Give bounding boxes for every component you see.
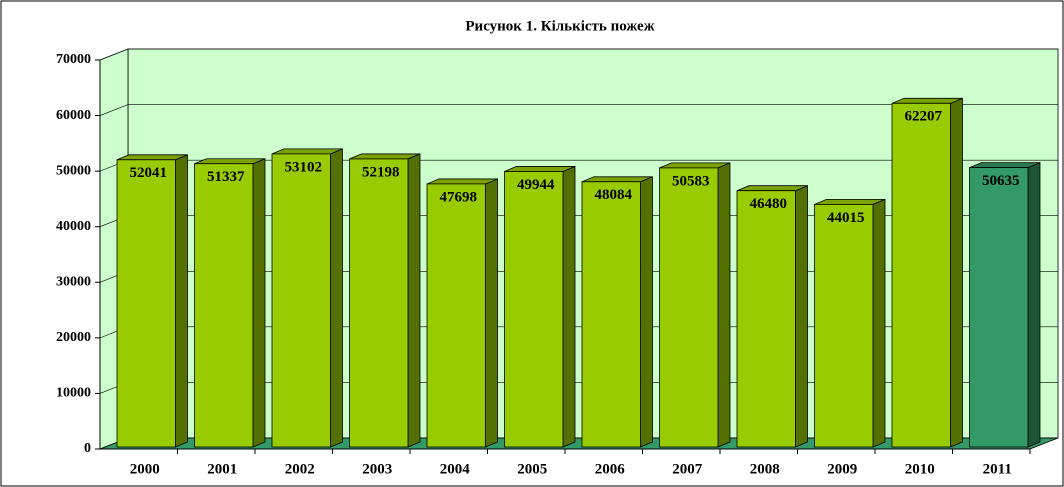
bar-side [330,148,343,448]
value-label: 62207 [905,109,943,125]
bar [581,181,641,448]
value-label: 50635 [982,173,1020,189]
bar-side [795,185,808,448]
bar-top [271,148,343,155]
x-tick-label: 2003 [362,461,392,477]
bar [736,190,796,448]
bar-top [969,162,1041,169]
bar-side [175,154,188,448]
bar-side [485,178,498,448]
x-tick-label: 2011 [983,461,1012,477]
bar [969,167,1029,448]
bar [891,102,951,448]
bar [349,158,409,448]
bar-top [659,162,731,169]
value-label: 49944 [517,177,555,193]
x-tick-label: 2001 [207,461,237,477]
value-label: 48084 [595,187,633,203]
bar [504,171,564,448]
bar-top [349,153,421,160]
bar-top [426,178,498,185]
bar-top [116,154,188,161]
bar [271,153,331,448]
bar-top [814,199,886,205]
value-label: 46480 [750,196,788,212]
bar [814,204,874,448]
y-tick-label: 20000 [56,330,91,345]
chart-title: Рисунок 1. Кількість пожеж [465,18,654,34]
x-tick-label: 2000 [130,461,160,477]
value-label: 44015 [827,210,865,226]
value-label: 53102 [285,159,323,175]
y-tick-label: 10000 [56,386,91,401]
grid-line [99,104,1058,116]
value-label: 47698 [440,189,478,205]
x-tick-label: 2005 [517,461,547,477]
y-tick-label: 70000 [56,52,91,67]
x-tick-label: 2006 [595,461,626,477]
bar-side [562,165,576,448]
x-tick-label: 2002 [285,461,315,477]
bar-side [252,158,266,448]
grid-line [99,48,1058,61]
bar-top [891,97,963,104]
y-tick-label: 0 [84,441,91,456]
value-label: 50583 [672,173,710,189]
value-label: 51337 [207,169,245,185]
y-tick-label: 50000 [56,163,91,178]
bar [659,167,719,448]
bar-side [872,198,886,448]
value-label: 52041 [130,165,168,181]
y-tick-label: 60000 [56,108,91,123]
y-tick-label: 40000 [56,219,91,234]
bar-side [717,162,731,448]
bar [426,183,486,448]
x-tick-label: 2007 [672,461,703,477]
value-label: 52198 [362,164,400,180]
bar-top [581,176,653,183]
bar-top [504,166,576,172]
x-tick-label: 2004 [440,461,471,477]
x-tick-label: 2010 [905,461,935,477]
bar-top [736,185,808,192]
bar-side [1027,162,1041,448]
x-tick-label: 2008 [750,461,780,477]
bar [194,163,254,448]
bar-side [950,97,963,448]
bar-top [194,158,266,165]
x-tick-label: 2009 [827,461,857,477]
bar [116,159,176,448]
bar-side [640,176,653,448]
bar-side [407,153,421,448]
y-tick-label: 30000 [56,275,91,290]
